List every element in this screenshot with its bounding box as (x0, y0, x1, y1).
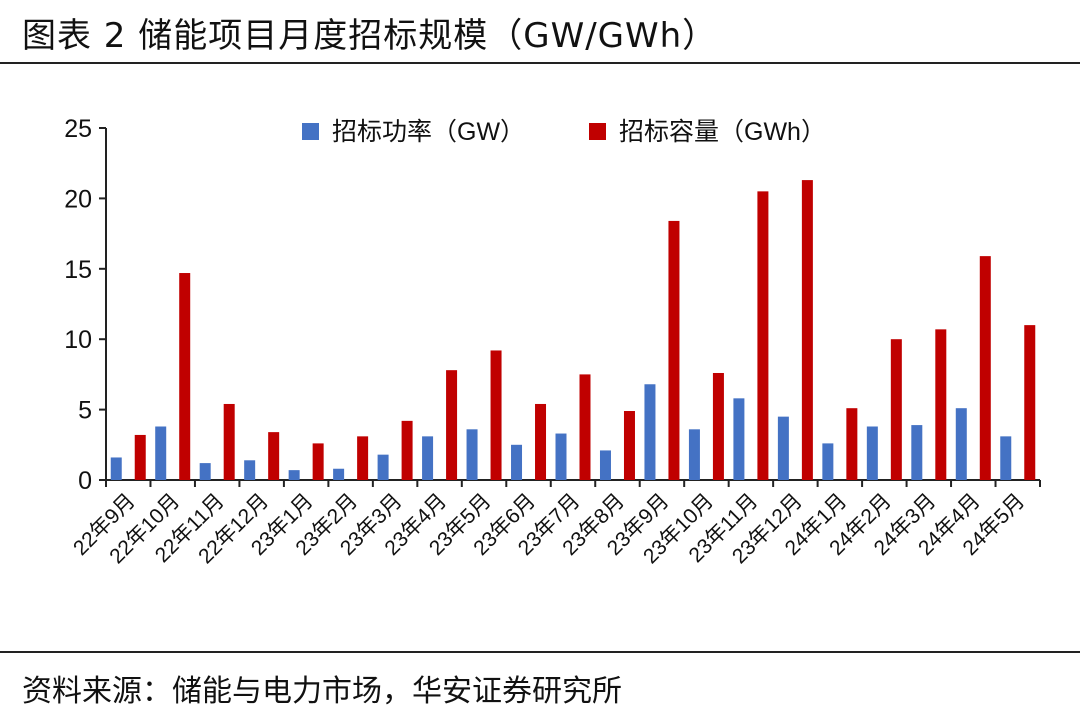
legend-capacity-swatch (589, 123, 606, 140)
bar-capacity-23年8月 (623, 411, 635, 480)
bar-capacity-23年12月 (801, 180, 813, 480)
y-axis: 0 5 10 15 20 25 (64, 115, 107, 495)
bar-capacity-23年4月 (446, 370, 458, 480)
bar-capacity-24年5月 (1024, 325, 1036, 480)
bars (110, 180, 1036, 481)
bar-capacity-23年6月 (535, 403, 547, 480)
bar-power-24年3月 (911, 425, 923, 480)
bar-power-23年9月 (644, 384, 656, 480)
bar-capacity-22年11月 (223, 403, 235, 480)
bar-power-23年3月 (377, 454, 389, 480)
bar-capacity-23年3月 (401, 420, 413, 480)
legend-capacity-label: 招标容量（GWh） (619, 118, 826, 146)
legend: 招标功率（GW） 招标容量（GWh） (302, 118, 826, 146)
bar-chart: 0 5 10 15 20 25 22年9月22年10月22年11月22年12月23年1月2… (64, 115, 1041, 568)
bottom-divider (0, 651, 1080, 653)
bar-power-24年1月 (822, 443, 834, 480)
bar-power-24年4月 (955, 408, 967, 480)
bar-power-23年2月 (333, 468, 345, 480)
bar-power-23年4月 (422, 436, 434, 480)
y-tick-label: 25 (64, 115, 92, 143)
bar-capacity-24年4月 (979, 256, 991, 480)
bar-power-22年9月 (110, 457, 122, 480)
y-tick-label: 5 (78, 397, 92, 425)
top-divider (0, 62, 1080, 64)
bar-capacity-22年9月 (134, 434, 146, 480)
bar-capacity-22年10月 (179, 273, 191, 480)
y-tick-label: 10 (64, 326, 92, 354)
bar-capacity-23年5月 (490, 350, 502, 480)
bar-capacity-23年1月 (312, 443, 324, 480)
bar-power-23年12月 (777, 416, 789, 480)
bar-power-24年5月 (1000, 436, 1012, 480)
x-axis: 22年9月22年10月22年11月22年12月23年1月23年2月23年3月23… (69, 479, 1041, 568)
bar-capacity-24年3月 (935, 329, 947, 480)
y-tick-label: 0 (78, 467, 92, 495)
bar-capacity-23年2月 (357, 436, 369, 480)
bar-capacity-22年12月 (268, 432, 280, 480)
bar-capacity-23年7月 (579, 374, 591, 480)
legend-power-swatch (302, 123, 319, 140)
bar-capacity-23年11月 (757, 191, 769, 481)
y-tick-label: 20 (64, 185, 92, 213)
bar-power-23年10月 (688, 429, 700, 480)
bar-capacity-24年2月 (890, 339, 902, 480)
bar-power-23年5月 (466, 429, 478, 480)
bar-power-23年8月 (599, 450, 611, 480)
source-note: 资料来源：储能与电力市场，华安证券研究所 (22, 674, 622, 709)
bar-capacity-23年9月 (668, 220, 680, 481)
bar-power-23年7月 (555, 433, 567, 480)
bar-power-23年1月 (288, 470, 300, 480)
bar-power-23年6月 (511, 444, 523, 480)
bar-power-22年10月 (155, 426, 167, 480)
bar-capacity-23年10月 (712, 372, 724, 480)
chart-title: 图表 2 储能项目月度招标规模（GW/GWh） (22, 16, 718, 56)
bar-capacity-24年1月 (846, 408, 858, 480)
bar-power-24年2月 (866, 426, 878, 480)
bar-power-22年12月 (244, 460, 256, 480)
bar-power-23年11月 (733, 398, 745, 480)
y-tick-label: 15 (64, 256, 92, 284)
legend-power-label: 招标功率（GW） (332, 118, 525, 146)
bar-power-22年11月 (199, 463, 211, 480)
